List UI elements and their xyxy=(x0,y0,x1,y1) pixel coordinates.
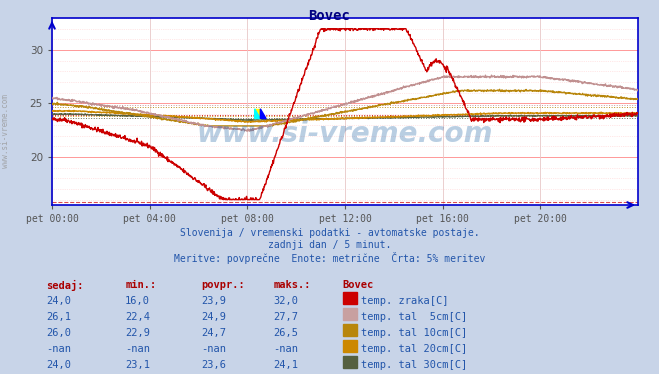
Text: -nan: -nan xyxy=(201,344,226,354)
Text: www.si-vreme.com: www.si-vreme.com xyxy=(1,94,10,168)
Text: temp. tal  5cm[C]: temp. tal 5cm[C] xyxy=(361,312,467,322)
Text: 22,4: 22,4 xyxy=(125,312,150,322)
Text: temp. tal 10cm[C]: temp. tal 10cm[C] xyxy=(361,328,467,338)
Text: 26,1: 26,1 xyxy=(46,312,71,322)
Text: 23,1: 23,1 xyxy=(125,360,150,370)
Text: 23,6: 23,6 xyxy=(201,360,226,370)
Text: Bovec: Bovec xyxy=(343,280,374,290)
Text: 22,9: 22,9 xyxy=(125,328,150,338)
Text: 32,0: 32,0 xyxy=(273,296,299,306)
Text: www.si-vreme.com: www.si-vreme.com xyxy=(197,120,493,148)
Text: 26,0: 26,0 xyxy=(46,328,71,338)
Text: Meritve: povprečne  Enote: metrične  Črta: 5% meritev: Meritve: povprečne Enote: metrične Črta:… xyxy=(174,252,485,264)
Text: 24,0: 24,0 xyxy=(46,296,71,306)
Text: -nan: -nan xyxy=(273,344,299,354)
Polygon shape xyxy=(254,109,260,119)
Text: 23,9: 23,9 xyxy=(201,296,226,306)
Text: maks.:: maks.: xyxy=(273,280,311,290)
Text: povpr.:: povpr.: xyxy=(201,280,244,290)
Text: 24,1: 24,1 xyxy=(273,360,299,370)
Text: -nan: -nan xyxy=(46,344,71,354)
Text: temp. tal 20cm[C]: temp. tal 20cm[C] xyxy=(361,344,467,354)
Text: zadnji dan / 5 minut.: zadnji dan / 5 minut. xyxy=(268,240,391,250)
Text: 26,5: 26,5 xyxy=(273,328,299,338)
Text: 24,9: 24,9 xyxy=(201,312,226,322)
Text: 27,7: 27,7 xyxy=(273,312,299,322)
Text: Bovec: Bovec xyxy=(308,9,351,23)
Text: temp. zraka[C]: temp. zraka[C] xyxy=(361,296,449,306)
Text: -nan: -nan xyxy=(125,344,150,354)
Text: sedaj:: sedaj: xyxy=(46,280,84,291)
Polygon shape xyxy=(254,109,260,119)
Text: 24,0: 24,0 xyxy=(46,360,71,370)
Text: Slovenija / vremenski podatki - avtomatske postaje.: Slovenija / vremenski podatki - avtomats… xyxy=(180,228,479,238)
Polygon shape xyxy=(260,109,266,119)
Text: temp. tal 30cm[C]: temp. tal 30cm[C] xyxy=(361,360,467,370)
Text: 24,7: 24,7 xyxy=(201,328,226,338)
Text: min.:: min.: xyxy=(125,280,156,290)
Text: 16,0: 16,0 xyxy=(125,296,150,306)
